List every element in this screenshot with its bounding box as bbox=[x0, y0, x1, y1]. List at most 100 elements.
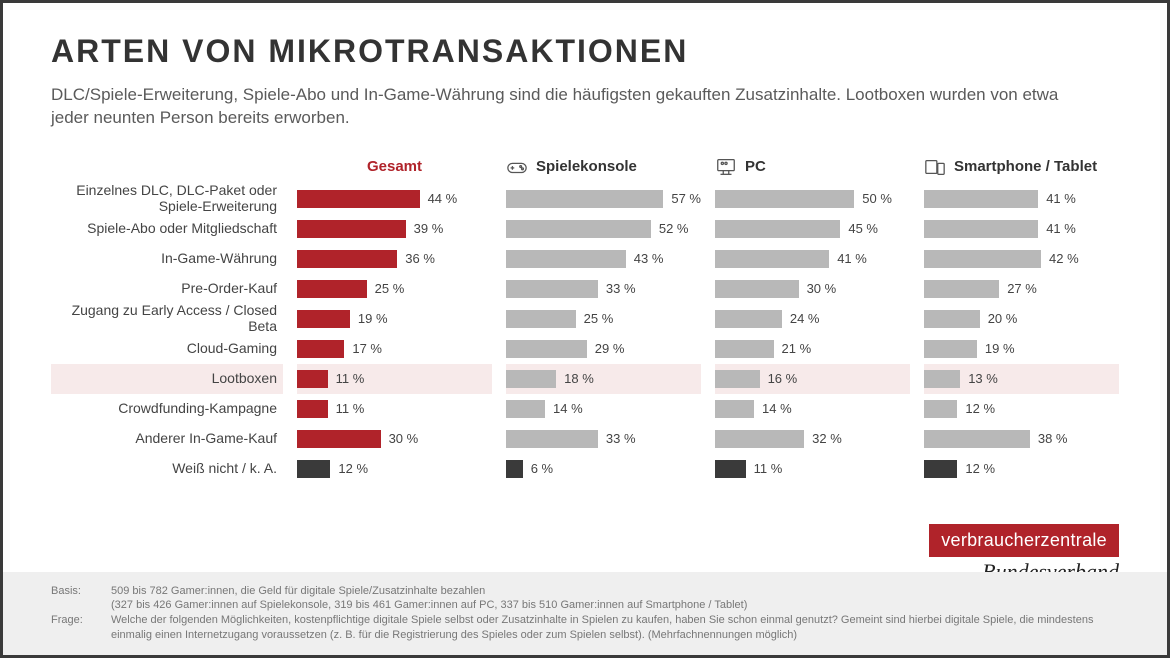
bar-value: 44 % bbox=[428, 191, 458, 206]
bar bbox=[715, 400, 754, 418]
row-label: Spiele-Abo oder Mitgliedschaft bbox=[51, 214, 283, 244]
bar-value: 19 % bbox=[985, 341, 1015, 356]
bar-value: 11 % bbox=[336, 371, 365, 386]
column-header-konsole: Spielekonsole bbox=[506, 150, 701, 184]
bar-cell: 27 % bbox=[924, 274, 1119, 304]
bar-cell: 12 % bbox=[297, 454, 492, 484]
bar-cell: 41 % bbox=[924, 214, 1119, 244]
bar-cell: 50 % bbox=[715, 184, 910, 214]
bar-cell: 25 % bbox=[297, 274, 492, 304]
row-label: Weiß nicht / k. A. bbox=[51, 454, 283, 484]
bar-cell: 17 % bbox=[297, 334, 492, 364]
bar bbox=[506, 370, 556, 388]
bar-cell: 44 % bbox=[297, 184, 492, 214]
bar-cell: 25 % bbox=[506, 304, 701, 334]
bar bbox=[506, 190, 663, 208]
bar bbox=[715, 190, 854, 208]
footer-frage-label: Frage: bbox=[51, 613, 111, 643]
infographic-frame: ARTEN VON MIKROTRANSAKTIONEN DLC/Spiele-… bbox=[0, 0, 1170, 658]
bar bbox=[506, 250, 626, 268]
monitor-icon bbox=[715, 157, 737, 177]
bar-value: 18 % bbox=[564, 371, 594, 386]
bar-cell: 13 % bbox=[924, 364, 1119, 394]
bar-cell: 29 % bbox=[506, 334, 701, 364]
bar-cell: 12 % bbox=[924, 394, 1119, 424]
column-header-pc: PC bbox=[715, 150, 910, 184]
footer: Basis: 509 bis 782 Gamer:innen, die Geld… bbox=[3, 572, 1167, 655]
bar-value: 19 % bbox=[358, 311, 388, 326]
bar-cell: 42 % bbox=[924, 244, 1119, 274]
bar bbox=[297, 190, 420, 208]
row-label: In-Game-Währung bbox=[51, 244, 283, 274]
bar-chart: GesamtSpielekonsolePCSmartphone / Tablet… bbox=[51, 150, 1119, 484]
bar bbox=[924, 340, 977, 358]
bar-cell: 18 % bbox=[506, 364, 701, 394]
bar-cell: 36 % bbox=[297, 244, 492, 274]
bar bbox=[297, 340, 344, 358]
bar-value: 14 % bbox=[553, 401, 583, 416]
column-header-label: Spielekonsole bbox=[536, 158, 637, 175]
bar bbox=[924, 310, 980, 328]
column-header-label: PC bbox=[745, 158, 766, 175]
bar-cell: 11 % bbox=[715, 454, 910, 484]
bar bbox=[924, 190, 1038, 208]
bar bbox=[506, 430, 598, 448]
bar bbox=[297, 430, 381, 448]
bar bbox=[297, 460, 330, 478]
bar-value: 42 % bbox=[1049, 251, 1079, 266]
bar-value: 50 % bbox=[862, 191, 892, 206]
bar-value: 33 % bbox=[606, 281, 636, 296]
bar-cell: 11 % bbox=[297, 394, 492, 424]
bar-value: 57 % bbox=[671, 191, 701, 206]
bar bbox=[297, 220, 406, 238]
bar-cell: 19 % bbox=[924, 334, 1119, 364]
bar-value: 12 % bbox=[965, 401, 995, 416]
bar-value: 41 % bbox=[837, 251, 867, 266]
bar-value: 12 % bbox=[965, 461, 995, 476]
bar-value: 41 % bbox=[1046, 191, 1076, 206]
bar-cell: 14 % bbox=[715, 394, 910, 424]
row-label: Cloud-Gaming bbox=[51, 334, 283, 364]
bar bbox=[506, 340, 587, 358]
bar bbox=[297, 400, 328, 418]
bar-value: 24 % bbox=[790, 311, 820, 326]
bar-cell: 30 % bbox=[715, 274, 910, 304]
bar-cell: 16 % bbox=[715, 364, 910, 394]
bar-value: 25 % bbox=[584, 311, 614, 326]
bar-value: 21 % bbox=[782, 341, 812, 356]
bar bbox=[297, 280, 367, 298]
bar-value: 20 % bbox=[988, 311, 1018, 326]
bar-cell: 45 % bbox=[715, 214, 910, 244]
bar-value: 25 % bbox=[375, 281, 405, 296]
footer-basis-label: Basis: bbox=[51, 584, 111, 614]
bar bbox=[715, 370, 760, 388]
bar-cell: 33 % bbox=[506, 274, 701, 304]
page-title: ARTEN VON MIKROTRANSAKTIONEN bbox=[51, 33, 1119, 70]
bar-cell: 39 % bbox=[297, 214, 492, 244]
bar bbox=[715, 220, 840, 238]
bar-value: 43 % bbox=[634, 251, 664, 266]
bar bbox=[924, 430, 1030, 448]
bar-value: 41 % bbox=[1046, 221, 1076, 236]
bar-cell: 52 % bbox=[506, 214, 701, 244]
bar bbox=[924, 220, 1038, 238]
bar bbox=[506, 400, 545, 418]
page-subtitle: DLC/Spiele-Erweiterung, Spiele-Abo und I… bbox=[51, 84, 1071, 130]
bar-cell: 12 % bbox=[924, 454, 1119, 484]
bar-value: 29 % bbox=[595, 341, 625, 356]
row-label: Einzelnes DLC, DLC-Paket oder Spiele-Erw… bbox=[51, 184, 283, 214]
bar bbox=[715, 280, 799, 298]
bar-cell: 43 % bbox=[506, 244, 701, 274]
bar-value: 11 % bbox=[336, 401, 365, 416]
bar-cell: 32 % bbox=[715, 424, 910, 454]
bar-value: 14 % bbox=[762, 401, 792, 416]
column-header-gesamt: Gesamt bbox=[297, 150, 492, 184]
bar bbox=[715, 310, 782, 328]
bar-cell: 14 % bbox=[506, 394, 701, 424]
bar bbox=[715, 340, 774, 358]
row-label: Zugang zu Early Access / Closed Beta bbox=[51, 304, 283, 334]
devices-icon bbox=[924, 157, 946, 177]
bar-cell: 57 % bbox=[506, 184, 701, 214]
bar bbox=[924, 460, 957, 478]
bar-value: 6 % bbox=[531, 461, 553, 476]
